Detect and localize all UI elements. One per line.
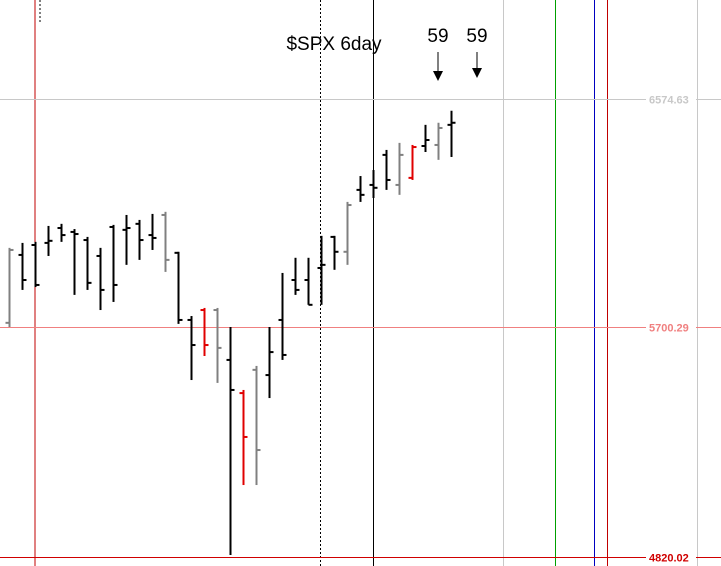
y-tick-label-bg bbox=[646, 550, 696, 565]
y-tick-label: 4820.02 bbox=[649, 552, 689, 564]
grid bbox=[0, 99, 721, 558]
chart-title: $SPX 6day bbox=[286, 34, 382, 55]
annotation-arrow bbox=[472, 68, 482, 78]
y-axis: 6574.63 5700.29 4820.02 bbox=[646, 92, 696, 565]
y-tick-label-bg bbox=[646, 320, 696, 335]
bars bbox=[5, 110, 456, 556]
annotation: 59 bbox=[466, 26, 487, 47]
y-tick-label: 6574.63 bbox=[649, 94, 689, 106]
annotation-arrow bbox=[433, 71, 443, 81]
y-tick-label-bg bbox=[646, 92, 696, 107]
annotation: 59 bbox=[427, 26, 448, 47]
y-tick-label: 5700.29 bbox=[649, 322, 689, 334]
